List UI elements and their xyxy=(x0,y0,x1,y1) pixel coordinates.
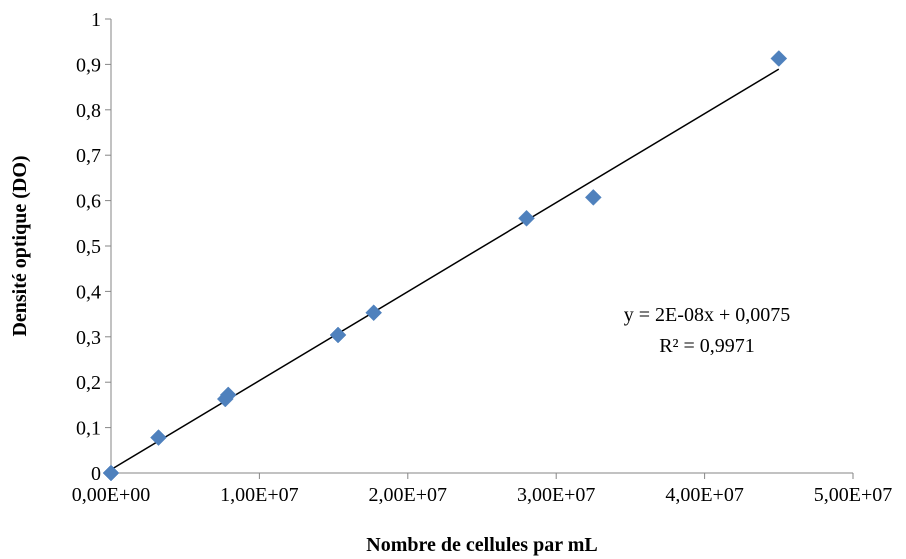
trendline xyxy=(110,68,780,471)
y-tick-label: 0,7 xyxy=(76,145,101,167)
data-point xyxy=(219,386,237,404)
x-axis-title: Nombre de cellules par mL xyxy=(366,534,597,556)
x-tick-label: 2,00E+07 xyxy=(369,484,448,506)
y-tick-label: 0,9 xyxy=(76,54,101,76)
data-point xyxy=(584,189,602,206)
y-tick-label: 0,3 xyxy=(76,327,101,349)
x-tick-label: 0,00E+00 xyxy=(72,484,151,506)
y-tick-label: 1 xyxy=(91,9,101,31)
y-tick-label: 0,1 xyxy=(76,418,101,440)
data-point xyxy=(329,326,347,344)
data-point xyxy=(365,304,383,322)
x-axis: 0,00E+00 1,00E+07 2,00E+07 3,00E+07 4,00E+07… xyxy=(72,472,893,506)
data-point xyxy=(770,50,788,67)
x-tick-label: 4,00E+07 xyxy=(665,484,744,506)
y-tick-label: 0,5 xyxy=(76,236,101,258)
r-squared-label: R² = 0,9971 xyxy=(659,335,755,357)
data-point xyxy=(518,209,535,227)
points-layer xyxy=(102,50,788,482)
x-tick-label: 5,00E+07 xyxy=(814,484,893,506)
y-axis-title: Densité optique (DO) xyxy=(9,155,31,336)
y-axis: 0 0,1 0,2 0,3 0,4 0,5 0,6 0,7 0,8 0,9 1 xyxy=(76,9,112,485)
y-tick-label: 0,4 xyxy=(76,281,101,303)
y-tick-label: 0 xyxy=(91,463,101,485)
data-point xyxy=(102,464,120,482)
trendline-layer xyxy=(110,68,780,471)
y-tick-label: 0,2 xyxy=(76,372,101,394)
data-point xyxy=(150,429,167,446)
x-tick-label: 1,00E+07 xyxy=(220,484,299,506)
x-tick-label: 3,00E+07 xyxy=(517,484,596,506)
y-tick-label: 0,8 xyxy=(76,100,101,122)
y-tick-label: 0,6 xyxy=(76,191,101,213)
trendline-equation: y = 2E-08x + 0,0075 xyxy=(624,304,790,326)
